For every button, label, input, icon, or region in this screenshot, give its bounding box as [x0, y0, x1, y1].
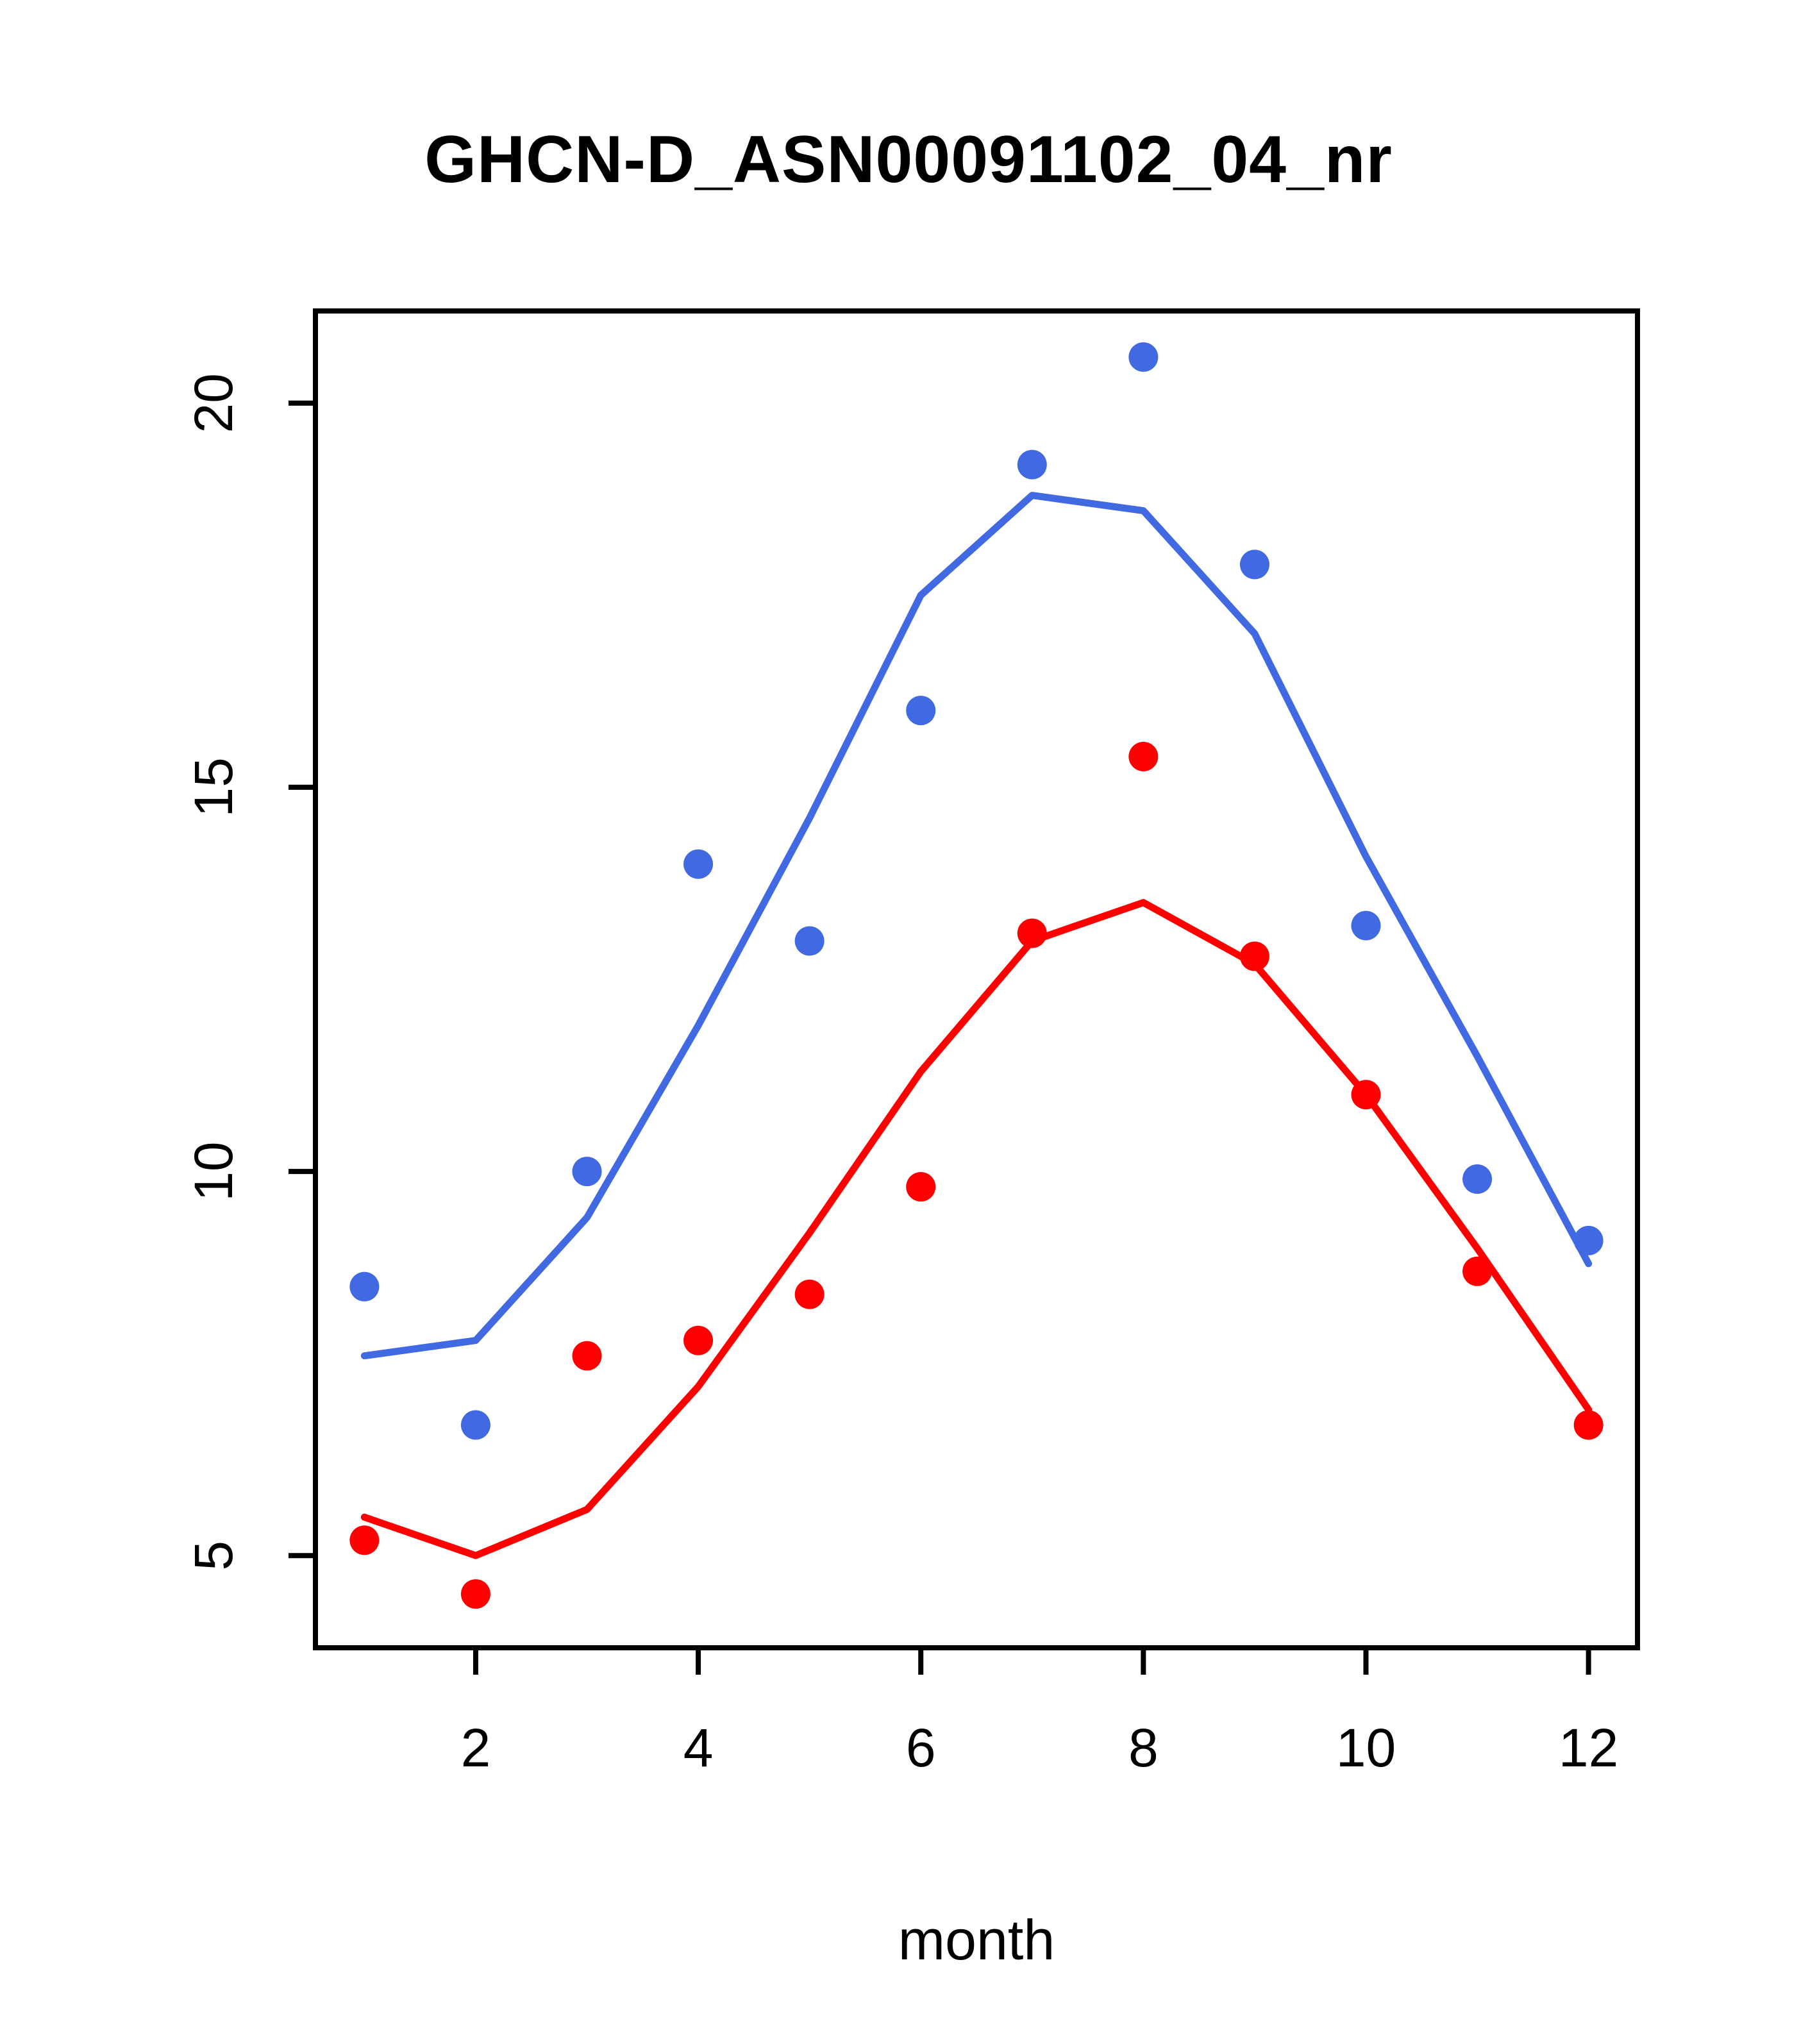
- x-tick-label: 8: [1128, 1718, 1159, 1778]
- point-blue-points-monthly-m3: [572, 1157, 602, 1187]
- point-red-points-monthly-m12: [1573, 1410, 1603, 1440]
- point-red-points-monthly-m9: [1239, 941, 1269, 971]
- x-tick-label: 6: [906, 1718, 936, 1778]
- point-red-points-monthly-m11: [1462, 1256, 1493, 1286]
- series-blue-line-smooth: [360, 492, 1593, 1360]
- series-red-line-smooth: [360, 899, 1593, 1559]
- point-red-points-monthly-m2: [460, 1579, 490, 1609]
- y-tick-label: 20: [183, 373, 244, 433]
- point-blue-points-monthly-m10: [1351, 910, 1381, 941]
- point-red-points-monthly-m6: [906, 1172, 936, 1202]
- point-red-points-monthly-m8: [1128, 742, 1159, 771]
- x-tick-label: 10: [1336, 1718, 1396, 1778]
- y-tick-label: 5: [183, 1541, 244, 1571]
- point-red-points-monthly-m3: [572, 1341, 602, 1371]
- point-blue-points-monthly-m6: [906, 696, 936, 726]
- point-red-points-monthly-m4: [683, 1325, 714, 1355]
- point-red-points-monthly-m5: [794, 1279, 825, 1309]
- point-blue-points-monthly-m12: [1573, 1225, 1603, 1255]
- point-red-points-monthly-m1: [349, 1525, 380, 1555]
- point-blue-points-monthly-m1: [349, 1271, 380, 1302]
- point-blue-points-monthly-m8: [1128, 342, 1159, 372]
- point-blue-points-monthly-m9: [1239, 549, 1269, 580]
- y-tick-label: 10: [183, 1141, 244, 1201]
- x-axis-label: month: [898, 1908, 1055, 1972]
- point-blue-points-monthly-m5: [794, 926, 825, 956]
- y-tick-label: 15: [183, 757, 244, 817]
- point-blue-points-monthly-m7: [1017, 449, 1047, 480]
- point-blue-points-monthly-m11: [1462, 1164, 1493, 1194]
- point-blue-points-monthly-m2: [460, 1410, 490, 1440]
- point-blue-points-monthly-m4: [683, 849, 714, 879]
- chart-title: GHCN-D_ASN00091102_04_nr: [424, 122, 1393, 197]
- plot-box: [313, 308, 1640, 1650]
- x-tick-label: 4: [683, 1718, 714, 1778]
- point-red-points-monthly-m10: [1351, 1080, 1381, 1110]
- x-tick-label: 2: [461, 1718, 491, 1778]
- point-red-points-monthly-m7: [1017, 918, 1047, 948]
- x-tick-label: 12: [1559, 1718, 1618, 1778]
